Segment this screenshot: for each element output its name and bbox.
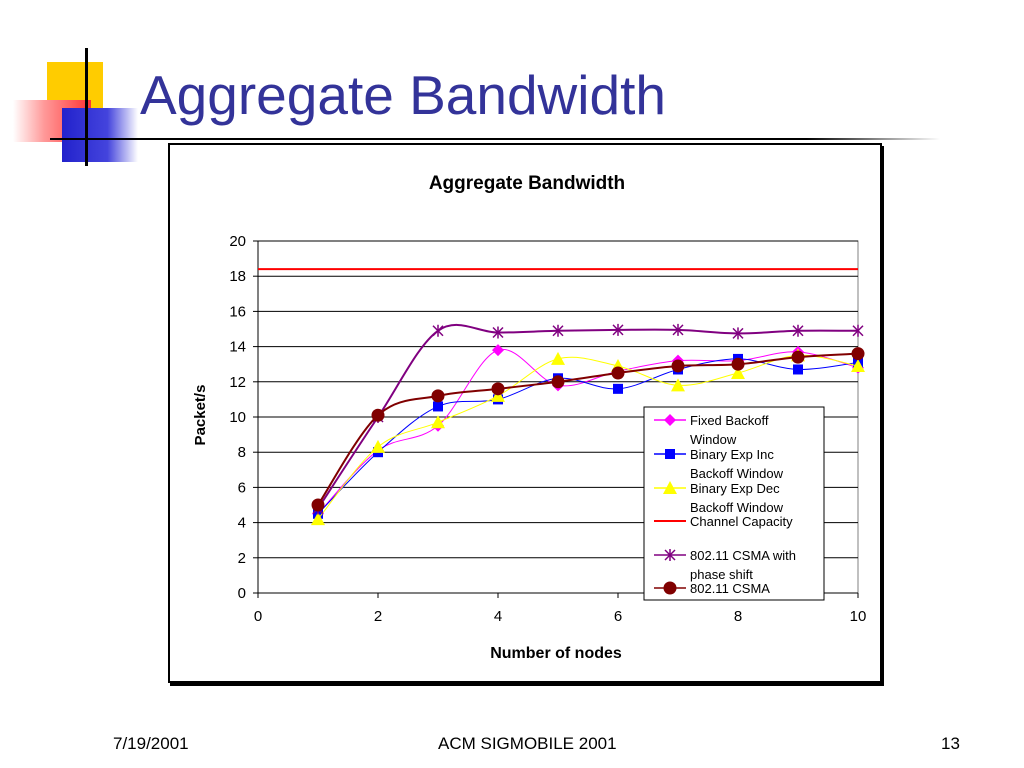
y-tick-label: 12	[229, 374, 246, 391]
legend-label: Binary Exp Dec	[690, 481, 780, 496]
footer-center: ACM SIGMOBILE 2001	[438, 734, 617, 753]
y-tick-label: 10	[229, 409, 246, 426]
data-point	[851, 347, 865, 361]
data-point	[732, 327, 744, 340]
data-point	[492, 344, 504, 357]
data-point	[552, 324, 564, 337]
logo-horizontal-line	[50, 138, 940, 140]
legend-item-0: Fixed Backoff Window	[654, 413, 769, 447]
y-tick-label: 20	[229, 233, 246, 250]
legend-marker	[664, 549, 676, 561]
legend-item-2: Binary Exp Dec Backoff Window	[654, 481, 784, 515]
x-tick-label: 10	[850, 608, 867, 625]
data-point	[672, 323, 684, 336]
data-point	[492, 326, 504, 339]
footer-date: 7/19/2001	[113, 734, 189, 753]
x-tick-label: 8	[734, 608, 742, 625]
series-5	[311, 347, 865, 512]
data-point	[433, 401, 443, 412]
logo-blue-square	[62, 108, 138, 162]
data-point	[311, 512, 325, 526]
data-point	[491, 388, 505, 402]
legend-label: Channel Capacity	[690, 514, 793, 529]
x-tick-label: 6	[614, 608, 622, 625]
legend-label: Fixed Backoff	[690, 413, 769, 428]
data-point	[311, 498, 325, 512]
legend-label: 802.11 CSMA with	[690, 548, 796, 563]
data-point	[613, 383, 623, 394]
series-line	[317, 352, 859, 506]
data-point	[671, 359, 685, 373]
series-line	[317, 323, 859, 510]
logo-vertical-line	[85, 48, 88, 166]
legend-label: Binary Exp Inc	[690, 447, 774, 462]
data-point	[551, 375, 565, 389]
y-tick-label: 16	[229, 303, 246, 320]
data-point	[791, 350, 805, 364]
data-point	[431, 415, 445, 429]
legend-marker	[664, 414, 676, 426]
chart-title: Aggregate Bandwidth	[429, 173, 625, 194]
data-point	[671, 378, 685, 392]
data-point	[431, 389, 445, 403]
data-point	[793, 364, 803, 375]
data-point	[731, 366, 745, 379]
legend-label: Window	[690, 432, 737, 447]
footer-page-number: 13	[941, 734, 960, 753]
y-axis-label: Packet/s	[192, 385, 209, 446]
y-tick-label: 8	[238, 444, 246, 461]
y-tick-label: 2	[238, 550, 246, 567]
x-tick-label: 0	[254, 608, 262, 625]
y-tick-label: 0	[238, 585, 246, 602]
data-point	[491, 382, 505, 396]
x-tick-label: 2	[374, 608, 382, 625]
data-point	[612, 323, 624, 336]
data-point	[371, 408, 385, 422]
legend-marker	[663, 581, 677, 595]
legend-item-4: 802.11 CSMA with phase shift	[654, 548, 796, 582]
x-axis-label: Number of nodes	[490, 645, 622, 662]
legend-label: 802.11 CSMA	[690, 581, 770, 596]
line-chart: Aggregate Bandwidth Packet/s Number of n…	[192, 173, 867, 662]
data-point	[731, 357, 745, 371]
y-tick-label: 18	[229, 268, 246, 285]
legend-item-3: Channel Capacity	[654, 514, 793, 529]
legend-marker	[665, 449, 675, 459]
data-point	[611, 366, 625, 380]
data-point	[852, 324, 864, 337]
legend-label: phase shift	[690, 567, 753, 582]
y-tick-label: 6	[238, 479, 246, 496]
y-tick-label: 4	[238, 515, 246, 532]
series-line	[317, 354, 859, 520]
page-title: Aggregate Bandwidth	[140, 64, 666, 126]
legend-label: Backoff Window	[690, 466, 784, 481]
legend-marker	[663, 481, 677, 494]
data-point	[551, 351, 565, 365]
x-tick-label: 4	[494, 608, 502, 625]
y-tick-label: 14	[229, 339, 246, 356]
data-point	[792, 324, 804, 337]
legend-item-1: Binary Exp Inc Backoff Window	[654, 447, 784, 481]
legend-item-5: 802.11 CSMA	[654, 581, 770, 596]
legend-box	[643, 406, 825, 601]
data-point	[432, 324, 444, 337]
data-point	[371, 439, 385, 453]
series-4	[312, 323, 864, 515]
chart-frame: Aggregate Bandwidth Packet/s Number of n…	[168, 143, 882, 683]
data-point	[851, 358, 865, 372]
legend-label: Backoff Window	[690, 500, 784, 515]
